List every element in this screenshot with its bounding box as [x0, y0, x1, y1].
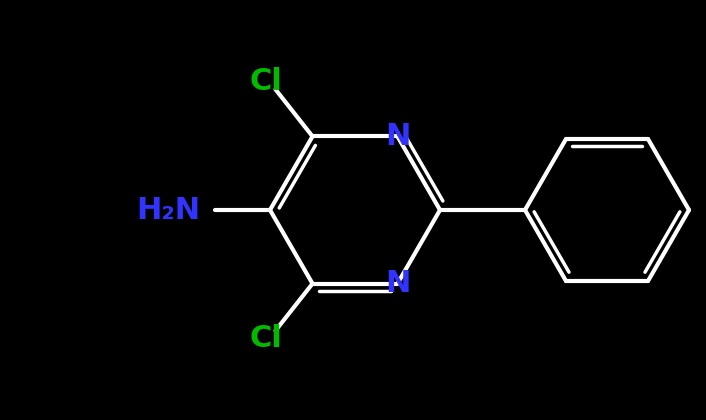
Text: N: N — [385, 122, 410, 151]
Text: Cl: Cl — [249, 324, 282, 353]
Text: H₂N: H₂N — [136, 195, 200, 225]
Text: Cl: Cl — [249, 67, 282, 96]
Text: N: N — [385, 269, 410, 298]
